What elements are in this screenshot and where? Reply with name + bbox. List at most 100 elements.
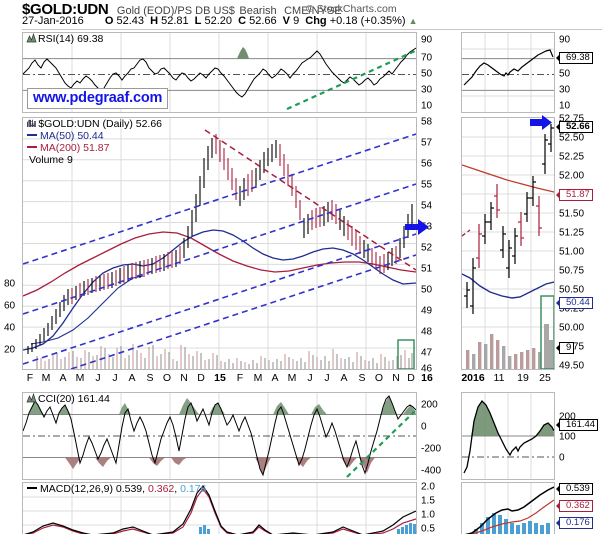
x-tick: D [407, 372, 415, 384]
right-macd-value-tag: 0.539 [556, 483, 593, 495]
right-cci-panel [461, 392, 555, 480]
x-tick: A [340, 372, 348, 384]
right-price-ytick: 52.75 [559, 113, 585, 125]
right-rsi-panel [461, 32, 555, 113]
macd-signal-line [24, 488, 416, 534]
price-legend-symbol: $GOLD:UDN (Daily) 52.66 [38, 118, 163, 130]
resistance-line-red [204, 129, 416, 271]
volume-value: 9 [293, 15, 300, 27]
volume-ytick: 60 [4, 300, 16, 312]
channel-line-mid-lower [23, 233, 416, 365]
right-price-plot-area [462, 118, 554, 369]
low-value: 52.20 [204, 15, 232, 27]
macd-legend: MACD(12,26,9) 0.539, 0.362, 0.176 [27, 484, 206, 495]
right-price-ytick: 50.00 [559, 322, 585, 334]
right-volume-value-tag: 9 [555, 342, 575, 354]
price-legend-row-symbol: ⇅ $GOLD:UDN (Daily) 52.66 [27, 118, 163, 131]
cci-svg [23, 393, 416, 479]
right-price-ytick: 51.00 [559, 246, 585, 258]
ma200-line [23, 231, 416, 297]
macd-ytick: 2.0 [421, 481, 435, 493]
volume-ytick: 40 [4, 322, 16, 334]
price-legend: ⇅ $GOLD:UDN (Daily) 52.66 MA(50) 50.44 M… [27, 119, 162, 166]
price-ytick: 46 [421, 363, 433, 375]
volume-label: V [282, 15, 291, 27]
cci-ytick: 200 [421, 399, 438, 411]
right-price-ytick: 52.50 [559, 132, 585, 144]
header-divider [22, 29, 602, 30]
right-cci-ytick: 200 [559, 411, 576, 423]
rsi-ytick: 50 [421, 68, 433, 80]
right-price-ytick: 49.50 [559, 360, 585, 372]
right-rsi-line [463, 49, 554, 86]
price-ytick: 52 [421, 242, 433, 254]
volume-highlight-box [397, 339, 415, 369]
x-tick: D [197, 372, 205, 384]
ma50-swatch-icon [27, 134, 37, 136]
price-ytick: 50 [421, 284, 433, 296]
price-ytick: 51 [421, 263, 433, 275]
right-cci-line [463, 399, 554, 474]
right-rsi-ytick: 90 [559, 34, 571, 46]
right-x-tick: 25 [539, 372, 551, 384]
high-label: H [150, 15, 159, 27]
x-tick: A [128, 372, 136, 384]
change-label: Chg [305, 15, 327, 27]
right-resistance-stub [462, 229, 471, 237]
close-value: 52.66 [249, 15, 277, 27]
price-x-axis: F M A M J J A S O N D 15 F M A M J J A S… [22, 372, 433, 386]
cci-fill-positive [29, 396, 416, 415]
rsi-ytick: 10 [421, 100, 433, 112]
price-panel [22, 117, 417, 370]
x-tick: N [180, 372, 188, 384]
sentiment-label: Bearish [239, 5, 277, 17]
x-tick: N [392, 372, 400, 384]
x-tick: F [236, 372, 244, 384]
macd-histogram [199, 523, 416, 534]
macd-legend-sep2: , [174, 483, 178, 495]
right-ma50-line [462, 273, 554, 299]
right-rsi-ytick: 10 [559, 100, 571, 112]
rsi-indicator-icon [26, 32, 37, 43]
price-ytick: 56 [421, 158, 433, 170]
price-legend-row-volume: Volume 9 [27, 120, 162, 166]
right-macd-svg [464, 483, 554, 534]
right-price-ytick: 52.25 [559, 151, 585, 163]
high-value: 52.81 [161, 15, 189, 27]
right-price-ytick: 51.50 [559, 208, 585, 220]
rsi-overbought-fill [237, 47, 249, 59]
rsi-panel [22, 32, 417, 113]
cci-ytick: 0 [421, 421, 427, 433]
cci-legend: CCI(20) 161.44 [26, 392, 110, 405]
price-ytick: 49 [421, 305, 433, 317]
macd-ytick: 1.5 [421, 495, 435, 507]
right-price-ytick: 51.25 [559, 227, 585, 239]
macd-legend-signal: 0.362 [148, 483, 175, 495]
right-x-tick-year: 2016 [461, 372, 485, 384]
x-tick: M [75, 372, 85, 384]
ma200-swatch-icon [27, 146, 37, 148]
rsi-ytick: 70 [421, 52, 433, 64]
right-hist-value-tag: 0.176 [556, 517, 593, 529]
right-price-x-axis: 2016 11 19 25 [461, 372, 555, 386]
right-rsi-ytick: 30 [559, 84, 571, 96]
cci-ytick: -200 [421, 443, 442, 455]
price-plot-area [23, 118, 416, 369]
cci-line [23, 395, 416, 477]
rsi-svg [23, 33, 416, 112]
channel-line-upper [23, 133, 416, 265]
symbol-ticker: $GOLD:UDN [22, 1, 109, 18]
right-volume-highlight-box [540, 295, 554, 369]
right-cci-value-tag: 161.44 [555, 419, 599, 431]
right-ohlc-bars [464, 124, 554, 314]
cci-ytick: -400 [421, 465, 442, 477]
quote-line: 27-Jan-2016 O 52.43 H 52.81 L 52.20 C 52… [22, 15, 418, 27]
right-cci-plot-area [462, 393, 554, 479]
open-label: O [104, 15, 114, 27]
right-cci-fill [471, 401, 554, 436]
macd-svg [23, 483, 416, 534]
right-price-svg [462, 118, 554, 369]
x-tick: S [358, 372, 366, 384]
right-ma200-line [462, 164, 554, 193]
